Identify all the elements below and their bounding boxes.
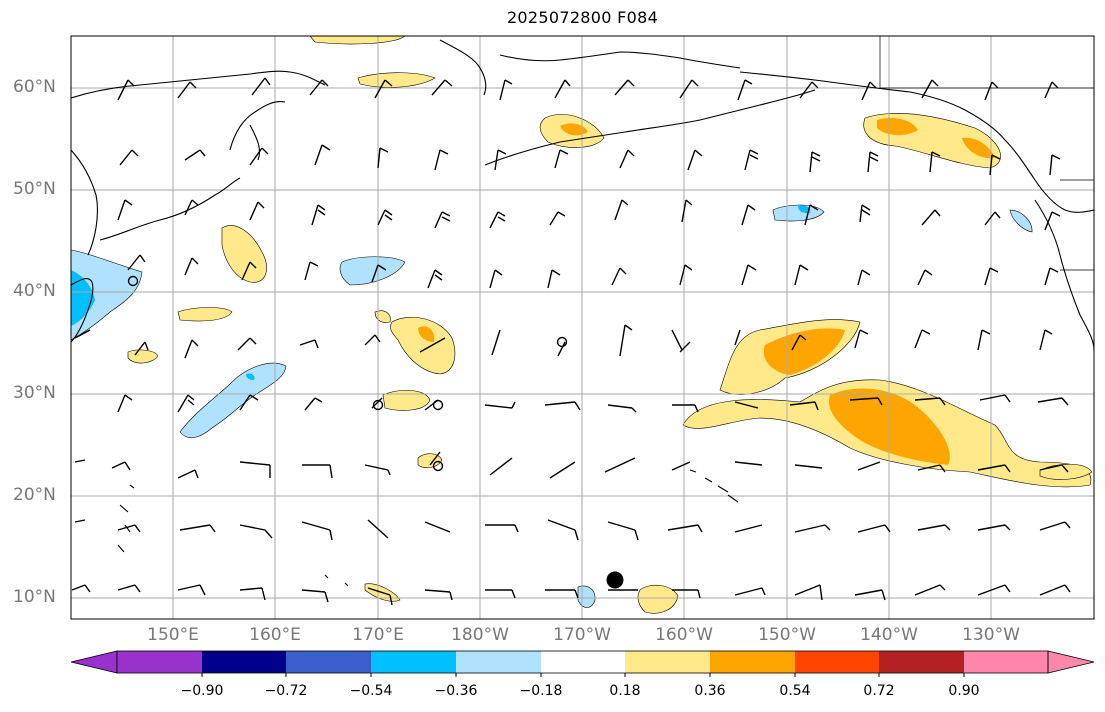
- lat-label-50n: 50°N: [13, 179, 56, 199]
- anomaly-small-5: [309, 36, 406, 45]
- lon-label-150w: 150°W: [758, 625, 816, 645]
- colorbar-tick-label: −0.72: [264, 683, 308, 699]
- anomaly-small-4: [357, 72, 436, 88]
- colorbar-tick-label: −0.36: [434, 683, 478, 699]
- lat-label-30n: 30°N: [13, 383, 56, 403]
- open-circle-marker: [432, 460, 444, 472]
- anomaly-nw-pacific-core: [246, 373, 255, 380]
- colorbar-tick-label: −0.18: [519, 683, 563, 699]
- canada-us-coast: [1034, 199, 1094, 351]
- anomaly-small-6: [637, 584, 679, 614]
- lon-label-160w: 160°W: [655, 625, 713, 645]
- colorbar-tick-label: 0.36: [694, 683, 726, 699]
- colorbar-tick-label: 0.90: [948, 683, 980, 699]
- lon-label-170e: 170°E: [352, 625, 404, 645]
- colorbar: [70, 650, 1095, 677]
- anomaly-gulf-west: [772, 204, 825, 222]
- colorbar-tick-label: 0.72: [863, 683, 895, 699]
- lon-label-180w: 180°W: [451, 625, 509, 645]
- kamchatka-coast: [229, 101, 286, 161]
- open-circle-marker: [372, 399, 384, 411]
- alaska-west-coast: [439, 39, 741, 96]
- aleutian-chain: [484, 89, 816, 166]
- colorbar-bin: [371, 651, 456, 673]
- colorbar-extend-high: [1047, 650, 1095, 674]
- anomaly-gulf-west-core: [798, 205, 811, 214]
- coastlines: [71, 36, 1094, 587]
- kurile-sakhalin-coast: [71, 149, 241, 256]
- anomaly-central-north: [339, 256, 406, 286]
- colorbar-tick-label: −0.54: [349, 683, 393, 699]
- colorbar-bin: [286, 651, 371, 673]
- anomaly-small-3: [177, 307, 233, 322]
- colorbar-bin: [456, 651, 541, 673]
- negative-anomaly-regions: [71, 204, 1033, 608]
- lat-label-40n: 40°N: [13, 281, 56, 301]
- anomaly-small-8: [417, 453, 443, 469]
- anomaly-small-neg-2: [577, 585, 596, 608]
- anomaly-small-7: [127, 349, 159, 364]
- positive-anomaly-regions: [127, 36, 1093, 614]
- anomaly-bering-south-core: [560, 123, 588, 136]
- borders: [879, 36, 1094, 271]
- colorbar-tick-label: 0.54: [779, 683, 811, 699]
- colorbar-bin: [541, 651, 625, 673]
- chart-title: 2025072800 F084: [506, 8, 659, 27]
- colorbar-bin: [964, 651, 1048, 673]
- lon-label-140w: 140°W: [860, 625, 918, 645]
- anomaly-mid-north-pacific: [390, 316, 456, 375]
- gridlines: [71, 36, 1094, 619]
- open-circle-marker: [127, 275, 139, 287]
- markers: [127, 275, 624, 589]
- small-islands: [117, 484, 349, 587]
- filled-circle-marker: [606, 571, 624, 589]
- wind-barbs: [71, 77, 1071, 606]
- colorbar-tick-label: −0.90: [180, 683, 224, 699]
- anomaly-small-9: [374, 310, 391, 323]
- open-circle-marker: [556, 336, 568, 348]
- lat-label-10n: 10°N: [13, 587, 56, 607]
- lon-label-170w: 170°W: [553, 625, 611, 645]
- colorbar-bin: [710, 651, 795, 673]
- colorbar-bin: [795, 651, 879, 673]
- lat-label-60n: 60°N: [13, 77, 56, 97]
- lon-label-160e: 160°E: [249, 625, 301, 645]
- anomaly-small-2: [382, 390, 431, 411]
- siberia-north-coast: [71, 70, 326, 99]
- colorbar-bin: [879, 651, 964, 673]
- anomaly-east-band-north-core: [763, 328, 845, 375]
- colorbar-bin: [625, 651, 710, 673]
- plot-frame: [70, 35, 1095, 620]
- japan-coast: [71, 278, 94, 343]
- anomaly-japan-east: [71, 249, 143, 341]
- colorbar-bin: [117, 651, 202, 673]
- hawaii-islands: [689, 469, 739, 503]
- anomaly-small-neg-1: [1009, 209, 1033, 233]
- colorbar-bin: [202, 651, 286, 673]
- anomaly-mid-north-pacific-core: [418, 326, 435, 342]
- anomaly-japan-east-core: [71, 270, 95, 326]
- anomaly-nw-pacific: [179, 362, 287, 439]
- colorbar-extend-low: [70, 650, 118, 674]
- lat-label-20n: 20°N: [13, 485, 56, 505]
- alaska-south-coast: [739, 71, 1094, 213]
- colorbar-frame: [116, 650, 1049, 674]
- open-circle-marker: [432, 399, 444, 411]
- colorbar-tick-label: 0.18: [609, 683, 641, 699]
- lon-label-130w: 130°W: [962, 625, 1020, 645]
- anomaly-gulf-alaska-core: [877, 118, 995, 159]
- lon-label-150e: 150°E: [147, 625, 199, 645]
